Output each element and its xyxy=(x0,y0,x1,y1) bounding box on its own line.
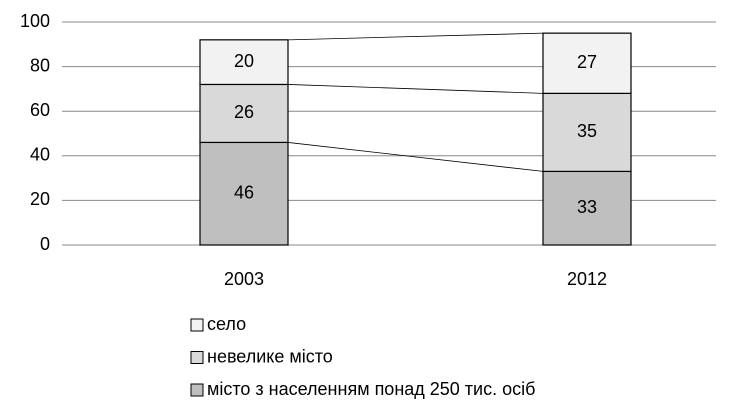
series-line xyxy=(287,84,544,94)
legend-swatch xyxy=(190,351,204,364)
series-line xyxy=(287,32,544,41)
data-label: 27 xyxy=(577,52,597,72)
y-tick-label: 80 xyxy=(30,55,50,75)
y-tick-label: 0 xyxy=(40,234,50,254)
legend-swatch xyxy=(190,383,204,397)
bar-segment xyxy=(542,92,632,173)
x-tick-label: 2003 xyxy=(224,269,264,289)
bar-segment xyxy=(542,32,632,94)
data-label: 20 xyxy=(234,51,254,71)
legend-swatch xyxy=(190,318,204,332)
data-label: 46 xyxy=(234,182,254,202)
y-tick-label: 40 xyxy=(30,145,50,165)
y-tick-label: 20 xyxy=(30,189,50,209)
legend-label: невелике місто xyxy=(207,346,333,366)
data-label: 35 xyxy=(577,121,597,141)
legend-label: місто з населенням понад 250 тис. осіб xyxy=(207,379,535,399)
data-label: 33 xyxy=(577,197,597,217)
x-tick-label: 2012 xyxy=(567,269,607,289)
bar-segment xyxy=(199,83,289,144)
bar-segment xyxy=(199,39,289,86)
y-tick-label: 100 xyxy=(20,11,50,31)
legend-label: село xyxy=(207,314,246,334)
data-label: 26 xyxy=(234,102,254,122)
y-tick-label: 60 xyxy=(30,100,50,120)
bar-segment xyxy=(199,141,289,246)
series-line xyxy=(287,142,544,172)
